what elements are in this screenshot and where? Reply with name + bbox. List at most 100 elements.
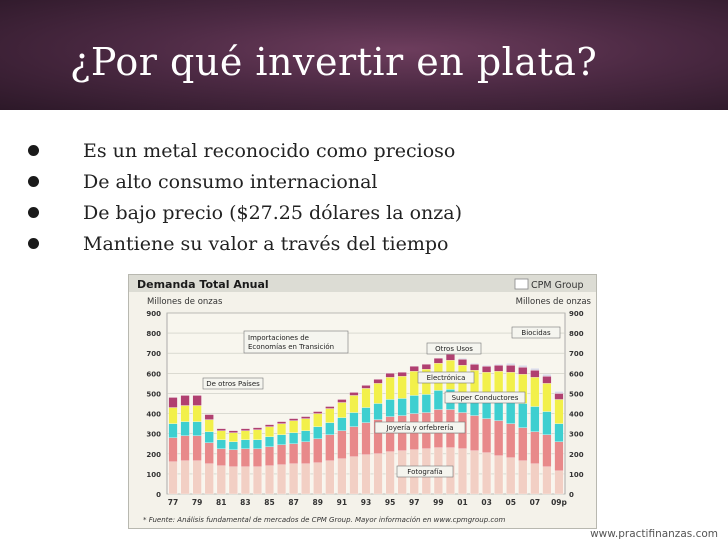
y-tick-label-left: 0: [156, 491, 161, 499]
bar-segment: [470, 450, 480, 495]
bar-segment: [168, 437, 178, 462]
bar-segment: [373, 379, 383, 384]
annotation-importaciones-box: [243, 330, 349, 354]
bar-segment: [554, 423, 564, 442]
bar-segment: [530, 431, 540, 464]
bar-segment: [265, 424, 275, 427]
bar-segment: [433, 358, 443, 364]
bar-segment: [313, 411, 323, 414]
bar-segment: [397, 398, 407, 416]
bullet-icon: [28, 145, 39, 156]
y-tick-label-right: 400: [569, 411, 584, 419]
bar-segment: [349, 395, 359, 413]
bar-segment: [277, 444, 287, 465]
bar-segment: [554, 391, 564, 394]
bar-segment: [470, 364, 480, 371]
annotation-otros-usos-box: [426, 342, 482, 355]
bar-segment: [192, 435, 202, 461]
bar-segment: [542, 466, 552, 495]
annotation-biocidas: Biocidas: [521, 329, 551, 337]
bar-segment: [277, 423, 287, 435]
bar-segment: [289, 443, 299, 464]
bar-segment: [301, 416, 311, 419]
x-tick-label: 03: [481, 498, 491, 507]
slide-title: ¿Por qué invertir en plata?: [70, 40, 598, 84]
bar-segment: [325, 422, 335, 435]
bar-segment: [252, 439, 262, 449]
bar-segment: [530, 370, 540, 378]
bar-segment: [494, 455, 504, 495]
bar-segment: [216, 465, 226, 495]
annotation-otros-usos: Otros Usos: [435, 345, 473, 353]
bar-segment: [542, 411, 552, 435]
bar-segment: [506, 363, 516, 366]
chart-image: Demanda Total Anual CPM Group Millones de …: [128, 274, 597, 529]
annotation-importaciones: Economías en Transición: [248, 343, 334, 351]
bar-segment: [518, 367, 528, 375]
bar-segment: [168, 423, 178, 438]
bar-segment: [494, 420, 504, 456]
bullet-item: Mantiene su valor a través del tiempo: [20, 231, 462, 262]
bar-segment: [361, 385, 371, 389]
x-tick-label: 07: [530, 498, 540, 507]
annotation-super-conductores-box: [444, 391, 526, 404]
bar-segment: [361, 407, 371, 423]
bar-segment: [180, 421, 190, 436]
bar-segment: [289, 432, 299, 444]
bar-segment: [228, 441, 238, 450]
bar-segment: [228, 449, 238, 467]
bar-segment: [506, 423, 516, 458]
bar-segment: [168, 397, 178, 408]
bar-segment: [409, 371, 419, 396]
bar-segment: [482, 452, 492, 495]
bar-segment: [518, 427, 528, 461]
bar-segment: [457, 358, 467, 360]
bar-segment: [337, 417, 347, 431]
bar-segment: [397, 372, 407, 377]
bar-segment: [409, 395, 419, 414]
bar-segment: [301, 430, 311, 442]
bar-segment: [530, 463, 540, 495]
bar-segment: [506, 400, 516, 424]
bar-segment: [385, 377, 395, 400]
bar-segment: [506, 365, 516, 373]
bar-segment: [192, 460, 202, 495]
bar-segment: [470, 363, 480, 365]
bar-segment: [530, 368, 540, 371]
cpm-logo-text: CPM Group: [531, 280, 584, 291]
y-tick-label-right: 600: [569, 370, 584, 378]
bar-segment: [216, 430, 226, 440]
bar-segment: [361, 454, 371, 495]
bar-segment: [385, 373, 395, 378]
bar-segment: [228, 432, 238, 442]
bullet-text: De bajo precio ($27.25 dólares la onza): [83, 202, 462, 224]
bullet-text: Mantiene su valor a través del tiempo: [83, 233, 449, 255]
bar-segment: [518, 365, 528, 368]
y-tick-label-left: 300: [146, 431, 161, 439]
bar-segment: [554, 441, 564, 472]
bullet-icon: [28, 207, 39, 218]
y-tick-label-right: 700: [569, 350, 584, 358]
x-tick-label: 83: [240, 498, 250, 507]
bar-segment: [337, 402, 347, 418]
bar-segment: [277, 434, 287, 445]
bar-segment: [457, 359, 467, 366]
bar-segment: [180, 435, 190, 461]
bar-segment: [289, 418, 299, 421]
annotation-importaciones: Importaciones de: [248, 334, 309, 342]
annotation-electronica: Electrónica: [427, 374, 466, 382]
x-tick-label: 79: [192, 498, 202, 507]
bullet-icon: [28, 176, 39, 187]
bar-segment: [240, 448, 250, 468]
bar-segment: [192, 421, 202, 436]
bar-segment: [373, 383, 383, 404]
bar-segment: [421, 364, 431, 370]
y-tick-label-right: 800: [569, 330, 584, 338]
chart-footnote: * Fuente: Análisis fundamental de mercad…: [143, 516, 506, 524]
bar-segment: [252, 427, 262, 430]
annotation-joyeria: Joyería y orfebrería: [385, 424, 453, 432]
bar-segment: [252, 429, 262, 440]
bar-segment: [313, 438, 323, 463]
bar-segment: [252, 448, 262, 468]
y-tick-label-left: 600: [146, 370, 161, 378]
